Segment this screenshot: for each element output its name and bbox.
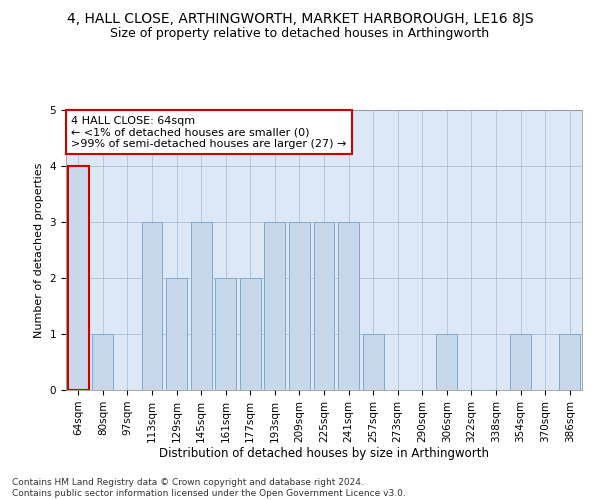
- Bar: [314, 222, 334, 390]
- Bar: [92, 334, 113, 390]
- Text: Contains HM Land Registry data © Crown copyright and database right 2024.
Contai: Contains HM Land Registry data © Crown c…: [12, 478, 406, 498]
- Bar: [559, 334, 580, 390]
- Bar: [240, 278, 261, 390]
- Bar: [362, 334, 383, 390]
- Y-axis label: Number of detached properties: Number of detached properties: [34, 162, 44, 338]
- Bar: [142, 222, 163, 390]
- Bar: [510, 334, 531, 390]
- Bar: [265, 222, 286, 390]
- Bar: [338, 222, 359, 390]
- Bar: [68, 166, 89, 390]
- Bar: [436, 334, 457, 390]
- Text: Size of property relative to detached houses in Arthingworth: Size of property relative to detached ho…: [110, 28, 490, 40]
- Bar: [166, 278, 187, 390]
- X-axis label: Distribution of detached houses by size in Arthingworth: Distribution of detached houses by size …: [159, 448, 489, 460]
- Text: 4 HALL CLOSE: 64sqm
← <1% of detached houses are smaller (0)
>99% of semi-detach: 4 HALL CLOSE: 64sqm ← <1% of detached ho…: [71, 116, 347, 149]
- Text: 4, HALL CLOSE, ARTHINGWORTH, MARKET HARBOROUGH, LE16 8JS: 4, HALL CLOSE, ARTHINGWORTH, MARKET HARB…: [67, 12, 533, 26]
- Bar: [215, 278, 236, 390]
- Bar: [289, 222, 310, 390]
- Bar: [191, 222, 212, 390]
